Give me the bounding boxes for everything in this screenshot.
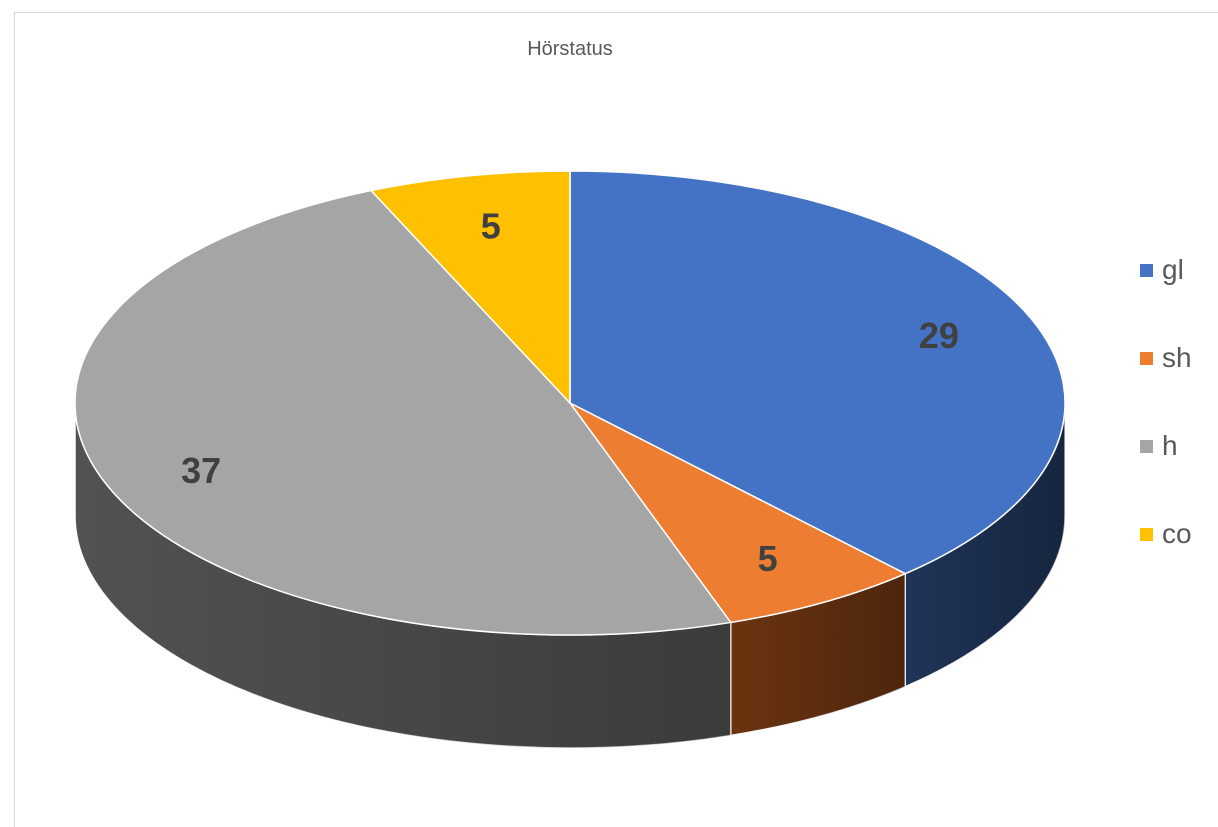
legend-swatch-gl <box>1140 263 1153 277</box>
pie-sides <box>74 402 1066 749</box>
legend-swatch-h <box>1140 439 1153 453</box>
legend-swatch-sh <box>1140 351 1153 365</box>
legend: gl sh h co <box>1140 248 1218 600</box>
legend-label: h <box>1162 430 1178 461</box>
legend-item-sh[interactable]: sh <box>1140 336 1218 380</box>
legend-item-co[interactable]: co <box>1140 512 1218 556</box>
pie-slice-h[interactable] <box>74 189 732 636</box>
pie-slice-sh[interactable] <box>569 402 907 624</box>
pie-side-shade-h <box>75 403 731 749</box>
pie-slice-co[interactable] <box>370 170 571 404</box>
legend-label: sh <box>1162 342 1192 373</box>
pie-side-shade-gl <box>905 403 1065 687</box>
data-label-gl: 29 <box>919 315 959 356</box>
legend-label: co <box>1162 518 1192 549</box>
legend-item-gl[interactable]: gl <box>1140 248 1218 292</box>
legend-swatch-co <box>1140 527 1153 541</box>
pie-slices <box>74 170 1066 636</box>
legend-label: gl <box>1162 254 1184 285</box>
chart-title: Hörstatus <box>527 38 613 60</box>
pie-data-labels: 29 5 37 5 <box>181 205 959 579</box>
pie-slice-gl[interactable] <box>569 170 1066 575</box>
data-label-co: 5 <box>481 205 501 246</box>
legend-item-h[interactable]: h <box>1140 424 1218 468</box>
data-label-sh: 5 <box>758 538 778 579</box>
pie-side-shade-sh <box>730 573 906 736</box>
data-label-h: 37 <box>181 450 221 491</box>
